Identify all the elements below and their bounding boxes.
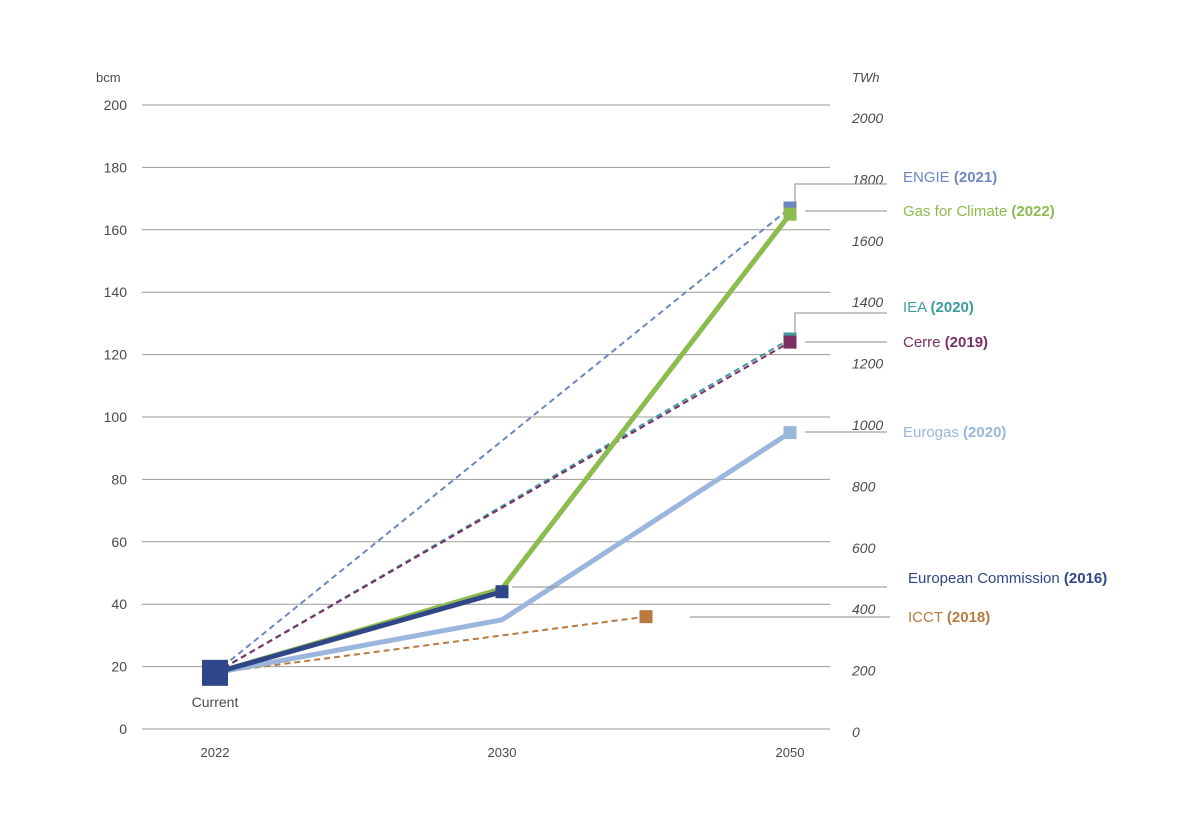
current-marker [202, 659, 228, 686]
right-tick-label: 1200 [852, 356, 883, 372]
legend-label-european-commission: European Commission (2016) [908, 570, 1107, 587]
left-tick-label: 60 [111, 534, 127, 550]
right-tick-label: 1600 [852, 233, 883, 249]
left-axis-unit: bcm [96, 70, 121, 85]
left-tick-label: 200 [104, 97, 128, 113]
legend-label-cerre: Cerre (2019) [903, 334, 988, 351]
left-tick-label: 40 [111, 596, 127, 612]
series-line-cerre [214, 341, 791, 674]
legend-label-iea: IEA (2020) [903, 299, 974, 316]
left-tick-label: 160 [104, 222, 128, 238]
series-line-iea [214, 338, 791, 674]
gridlines [142, 104, 830, 730]
left-tick-label: 80 [111, 471, 127, 487]
x-tick-label: 2022 [201, 745, 230, 760]
left-tick-label: 100 [104, 409, 128, 425]
right-tick-label: 1400 [852, 294, 883, 310]
series-marker-european-commission [495, 585, 509, 599]
series-layer [214, 207, 792, 676]
series-line-icct [214, 615, 647, 674]
left-tick-label: 120 [104, 347, 128, 363]
legend-label-eurogas: Eurogas (2020) [903, 424, 1006, 441]
legend-label-engie: ENGIE (2021) [903, 169, 997, 186]
right-tick-label: 600 [852, 540, 876, 556]
right-tick-label: 1800 [852, 171, 883, 187]
left-tick-label: 0 [119, 721, 127, 737]
series-marker-icct [639, 610, 653, 624]
series-line-engie [214, 207, 791, 674]
markers [202, 201, 797, 686]
right-tick-label: 1000 [852, 417, 883, 433]
legend-leader [794, 312, 887, 334]
x-tick-label: 2050 [776, 745, 805, 760]
legend-leader [794, 183, 887, 203]
left-tick-label: 20 [111, 659, 127, 675]
left-tick-label: 180 [104, 159, 128, 175]
series-marker-gas-for-climate [783, 207, 797, 221]
right-tick-label: 2000 [851, 110, 883, 126]
right-tick-label: 200 [851, 663, 876, 679]
legend-label-gas-for-climate: Gas for Climate (2022) [903, 203, 1055, 220]
series-marker-cerre [783, 335, 797, 349]
legend-label-icct: ICCT (2018) [908, 609, 990, 626]
series-line-european-commission [214, 589, 503, 676]
right-axis-unit: TWh [852, 70, 879, 85]
right-tick-label: 800 [852, 478, 876, 494]
x-tick-label: 2030 [488, 745, 517, 760]
left-tick-label: 140 [104, 284, 128, 300]
axis-ticks: 0204060801001201401601802000200400600800… [104, 97, 884, 760]
current-label: Current [192, 694, 239, 710]
right-tick-label: 400 [852, 601, 876, 617]
series-marker-eurogas [783, 426, 797, 440]
series-line-eurogas [214, 430, 792, 676]
right-tick-label: 0 [852, 724, 860, 740]
legend: ENGIE (2021) Gas for Climate (2022) IEA (2… [512, 169, 1107, 626]
